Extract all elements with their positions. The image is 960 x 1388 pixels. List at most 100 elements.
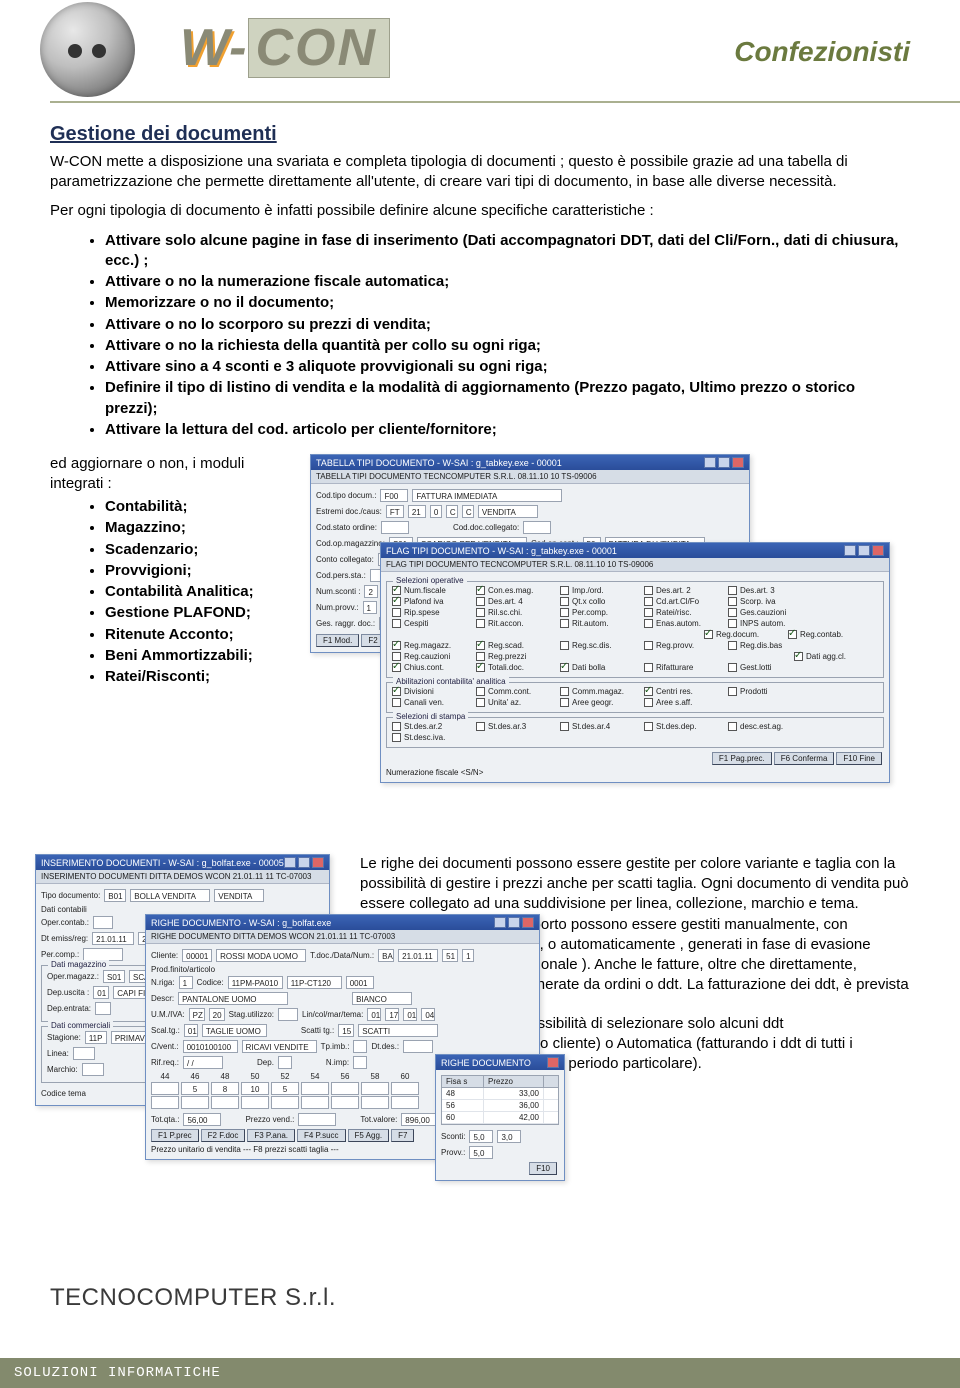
checkbox[interactable]: Ratei/risc. [644,608,722,617]
checkbox[interactable]: St.des.ar.4 [560,722,638,731]
input[interactable]: 2 [364,585,378,598]
input[interactable]: 5,0 [469,1130,493,1143]
input[interactable]: TAGLIE UOMO [202,1024,267,1037]
input[interactable] [93,916,113,929]
checkbox[interactable]: Reg.sc.dis. [560,641,638,650]
input[interactable]: BIANCO [352,992,412,1005]
checkbox[interactable]: Des.art. 3 [728,586,806,595]
checkbox[interactable]: Qt.x collo [560,597,638,606]
input[interactable]: 0 [430,505,442,518]
input[interactable]: 20 [209,1008,225,1021]
close-icon[interactable] [312,857,324,868]
checkbox[interactable]: Divisioni [392,687,470,696]
minimize-icon[interactable] [844,545,856,556]
input[interactable] [353,1040,367,1053]
f-button[interactable]: F3 P.ana. [247,1129,295,1142]
checkbox[interactable]: St.des.dep. [644,722,722,731]
input[interactable]: 11P-CT120 [287,976,342,989]
input[interactable]: / / [183,1056,223,1069]
f10-button[interactable]: F10 Fine [836,752,882,765]
input[interactable]: BOLLA VENDITA [130,889,210,902]
checkbox[interactable]: Unita' az. [476,698,554,707]
input[interactable]: 1 [179,976,193,989]
input[interactable] [331,1096,359,1109]
checkbox[interactable]: Enas.autom. [644,619,722,628]
checkbox[interactable]: Ges.cauzioni [728,608,806,617]
input[interactable]: 21 [408,505,426,518]
input[interactable] [211,1096,239,1109]
input[interactable]: S01 [103,970,125,983]
input[interactable] [278,1008,298,1021]
checkbox[interactable]: Chius.cont. [392,663,470,672]
input[interactable]: F00 [380,489,408,502]
maximize-icon[interactable] [298,857,310,868]
input[interactable]: ROSSI MODA UOMO [216,949,306,962]
maximize-icon[interactable] [858,545,870,556]
input[interactable] [391,1082,419,1095]
checkbox[interactable]: Rip.spese [392,608,470,617]
input[interactable] [353,1056,367,1069]
input[interactable]: VENDITA [214,889,264,902]
f-button[interactable]: F2 F.doc [201,1129,246,1142]
checkbox[interactable]: St.desc.iva. [392,733,470,742]
checkbox[interactable]: Aree geogr. [560,698,638,707]
checkbox[interactable]: Rifatturare [644,663,722,672]
checkbox[interactable]: Rit.autom. [560,619,638,628]
close-icon[interactable] [522,917,534,928]
checkbox[interactable]: Prodotti [728,687,806,696]
input[interactable] [298,1113,336,1126]
f-button[interactable]: F1 P.prec [151,1129,199,1142]
checkbox[interactable]: St.des.ar.2 [392,722,470,731]
input[interactable] [278,1056,292,1069]
checkbox[interactable]: Reg.dis.bas [728,641,806,650]
checkbox[interactable]: Ril.sc.chi. [476,608,554,617]
f-button[interactable]: F5 Agg. [348,1129,390,1142]
input[interactable]: 5,0 [469,1146,493,1159]
checkbox[interactable]: St.des.ar.3 [476,722,554,731]
input[interactable]: FT [386,505,404,518]
input[interactable]: C [462,505,474,518]
titlebar[interactable]: RIGHE DOCUMENTO [436,1055,564,1070]
checkbox[interactable]: Reg.cauzioni [392,652,470,661]
input[interactable]: 51 [442,949,458,962]
checkbox[interactable]: Num.fiscale [392,586,470,595]
titlebar[interactable]: TABELLA TIPI DOCUMENTO - W-SAI : g_tabke… [311,455,749,470]
input[interactable] [381,521,409,534]
checkbox[interactable]: Canali ven. [392,698,470,707]
input[interactable]: FATTURA IMMEDIATA [412,489,562,502]
checkbox[interactable]: Cd.art.Cl/Fo [644,597,722,606]
checkbox[interactable]: Des.art. 2 [644,586,722,595]
input[interactable] [241,1096,269,1109]
input[interactable]: 15 [338,1024,354,1037]
input[interactable]: B01 [104,889,126,902]
minimize-icon[interactable] [494,917,506,928]
f10-button[interactable]: F10 [529,1162,557,1175]
checkbox[interactable]: Cespiti [392,619,470,628]
input[interactable]: PZ [189,1008,205,1021]
input[interactable]: 11PM-PA010 [228,976,283,989]
checkbox[interactable]: Reg.provv. [644,641,722,650]
input[interactable]: 17 [385,1008,399,1021]
input[interactable]: PANTALONE UOMO [178,992,288,1005]
input[interactable]: 00001 [182,949,212,962]
input[interactable] [391,1096,419,1109]
checkbox[interactable]: Gest.lotti [728,663,806,672]
checkbox[interactable]: Rit.accon. [476,619,554,628]
input[interactable]: SCATTI PANTALONI [358,1024,438,1037]
f1-button[interactable]: F1 Mod. [316,634,359,647]
maximize-icon[interactable] [718,457,730,468]
f1-button[interactable]: F1 Pag.prec. [712,752,772,765]
checkbox[interactable]: Totali.doc. [476,663,554,672]
checkbox[interactable]: Reg.magazz. [392,641,470,650]
checkbox[interactable]: desc.est.ag. [728,722,806,731]
input[interactable]: 01 [184,1024,198,1037]
checkbox[interactable]: Centri res. [644,687,722,696]
checkbox[interactable]: Aree s.aff. [644,698,722,707]
checkbox[interactable]: Reg.docum. [704,630,782,639]
input[interactable]: 04 [421,1008,435,1021]
input[interactable]: 3,0 [497,1130,521,1143]
input[interactable]: 21.01.11 [92,932,134,945]
checkbox[interactable]: Plafond iva [392,597,470,606]
close-icon[interactable] [872,545,884,556]
input[interactable]: C [446,505,458,518]
